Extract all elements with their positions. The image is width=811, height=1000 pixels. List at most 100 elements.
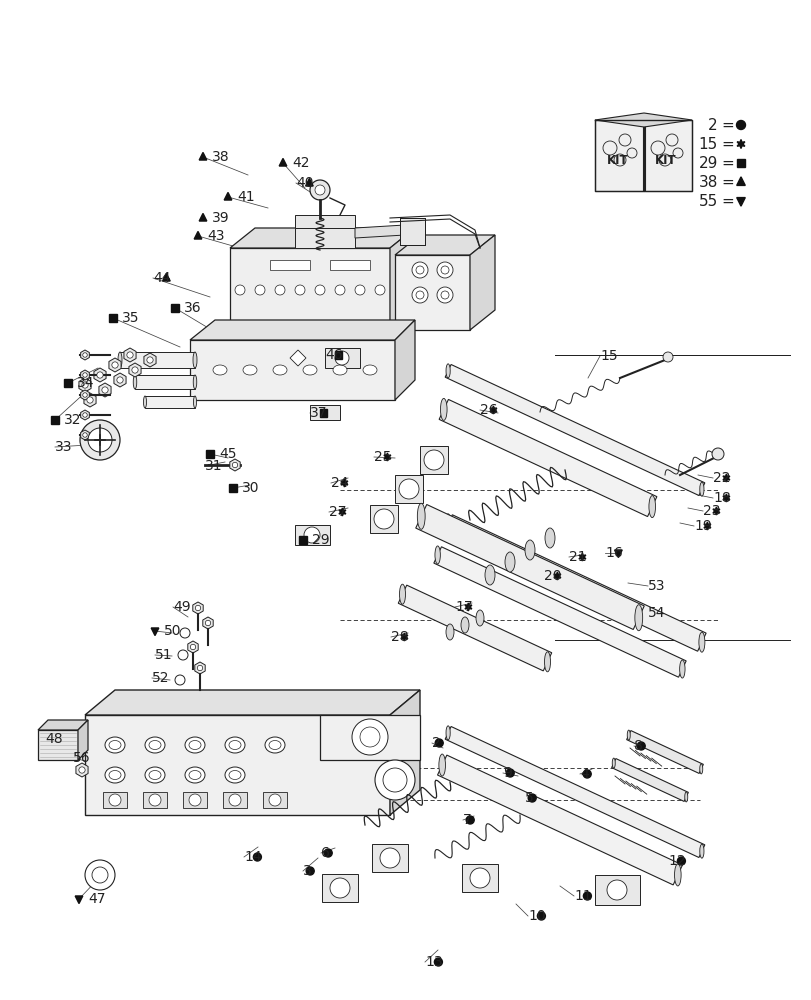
Ellipse shape bbox=[145, 737, 165, 753]
Text: 18: 18 bbox=[712, 491, 730, 505]
Circle shape bbox=[582, 892, 590, 900]
Ellipse shape bbox=[148, 770, 161, 780]
Polygon shape bbox=[594, 875, 639, 905]
Ellipse shape bbox=[109, 740, 121, 750]
Ellipse shape bbox=[264, 737, 285, 753]
Text: 6: 6 bbox=[320, 846, 329, 860]
Text: 31: 31 bbox=[204, 459, 222, 473]
Circle shape bbox=[83, 373, 87, 377]
Text: 8: 8 bbox=[633, 739, 642, 753]
Circle shape bbox=[466, 816, 474, 824]
Polygon shape bbox=[329, 260, 370, 270]
Polygon shape bbox=[433, 547, 685, 677]
Text: =: = bbox=[721, 194, 733, 209]
Polygon shape bbox=[80, 390, 89, 400]
Ellipse shape bbox=[445, 364, 449, 378]
Polygon shape bbox=[85, 715, 389, 815]
Polygon shape bbox=[338, 508, 345, 516]
Polygon shape bbox=[712, 507, 719, 515]
Polygon shape bbox=[461, 864, 497, 892]
Ellipse shape bbox=[189, 770, 201, 780]
Circle shape bbox=[197, 665, 203, 671]
Text: 28: 28 bbox=[391, 630, 408, 644]
Ellipse shape bbox=[225, 737, 245, 753]
Circle shape bbox=[190, 644, 195, 650]
Circle shape bbox=[189, 794, 201, 806]
Circle shape bbox=[436, 262, 453, 278]
Text: 24: 24 bbox=[331, 476, 348, 490]
Text: 33: 33 bbox=[55, 440, 72, 454]
Ellipse shape bbox=[699, 482, 703, 496]
Ellipse shape bbox=[475, 610, 483, 626]
Polygon shape bbox=[294, 215, 354, 228]
Polygon shape bbox=[594, 120, 642, 191]
Text: 34: 34 bbox=[77, 376, 94, 390]
Polygon shape bbox=[294, 525, 329, 545]
Polygon shape bbox=[736, 177, 744, 185]
Polygon shape bbox=[224, 192, 231, 200]
Circle shape bbox=[88, 428, 112, 452]
Text: 36: 36 bbox=[184, 301, 201, 315]
Ellipse shape bbox=[525, 540, 534, 560]
Ellipse shape bbox=[504, 552, 514, 572]
Polygon shape bbox=[437, 755, 681, 885]
Text: 23: 23 bbox=[702, 504, 719, 518]
Circle shape bbox=[315, 285, 324, 295]
Polygon shape bbox=[389, 690, 419, 815]
Bar bbox=[334, 351, 341, 359]
Polygon shape bbox=[310, 405, 340, 420]
Circle shape bbox=[253, 853, 261, 861]
Ellipse shape bbox=[229, 740, 241, 750]
Polygon shape bbox=[99, 383, 111, 397]
Circle shape bbox=[82, 382, 88, 388]
Ellipse shape bbox=[145, 767, 165, 783]
Text: 47: 47 bbox=[88, 892, 105, 906]
Polygon shape bbox=[143, 792, 167, 808]
Polygon shape bbox=[38, 720, 88, 730]
Ellipse shape bbox=[193, 396, 196, 408]
Text: 22: 22 bbox=[712, 471, 730, 485]
Text: 38: 38 bbox=[697, 175, 717, 190]
Text: 2: 2 bbox=[707, 118, 717, 133]
Circle shape bbox=[383, 768, 406, 792]
Circle shape bbox=[275, 285, 285, 295]
Circle shape bbox=[112, 362, 118, 368]
Circle shape bbox=[380, 848, 400, 868]
Text: 13: 13 bbox=[424, 955, 442, 969]
Circle shape bbox=[147, 357, 153, 363]
Text: 25: 25 bbox=[374, 450, 391, 464]
Polygon shape bbox=[135, 375, 195, 389]
Polygon shape bbox=[199, 213, 207, 221]
Bar bbox=[171, 304, 178, 312]
Polygon shape bbox=[614, 550, 621, 558]
Text: 32: 32 bbox=[64, 413, 81, 427]
Text: 39: 39 bbox=[212, 211, 230, 225]
Text: 9: 9 bbox=[502, 766, 511, 780]
Polygon shape bbox=[290, 350, 306, 366]
Circle shape bbox=[87, 397, 93, 403]
Circle shape bbox=[470, 868, 489, 888]
Polygon shape bbox=[444, 364, 704, 496]
Circle shape bbox=[411, 287, 427, 303]
Ellipse shape bbox=[144, 396, 146, 408]
Polygon shape bbox=[124, 348, 136, 362]
Circle shape bbox=[83, 433, 87, 437]
Polygon shape bbox=[553, 572, 560, 580]
Ellipse shape bbox=[225, 767, 245, 783]
Ellipse shape bbox=[699, 764, 702, 774]
Circle shape bbox=[229, 794, 241, 806]
Circle shape bbox=[195, 605, 200, 611]
Text: 52: 52 bbox=[152, 671, 169, 685]
Ellipse shape bbox=[438, 754, 445, 776]
Polygon shape bbox=[199, 152, 207, 160]
Circle shape bbox=[527, 794, 535, 802]
Text: 27: 27 bbox=[328, 505, 346, 519]
Circle shape bbox=[582, 770, 590, 778]
Circle shape bbox=[97, 372, 103, 378]
Circle shape bbox=[80, 420, 120, 460]
Circle shape bbox=[255, 285, 264, 295]
Circle shape bbox=[329, 878, 350, 898]
Polygon shape bbox=[578, 553, 586, 561]
Text: =: = bbox=[721, 175, 733, 190]
Text: 38: 38 bbox=[212, 150, 230, 164]
